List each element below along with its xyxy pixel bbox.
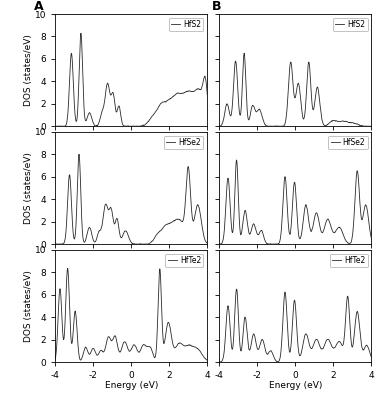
Y-axis label: DOS (states/eV): DOS (states/eV)	[24, 34, 33, 106]
X-axis label: Energy (eV): Energy (eV)	[269, 382, 322, 390]
Y-axis label: DOS (states/eV): DOS (states/eV)	[24, 152, 33, 224]
Legend: HfSe2: HfSe2	[164, 136, 203, 149]
Legend: HfTe2: HfTe2	[165, 254, 203, 267]
Legend: HfS2: HfS2	[169, 18, 203, 32]
Y-axis label: DOS (states/eV): DOS (states/eV)	[24, 270, 33, 342]
Text: B: B	[212, 0, 221, 13]
Legend: HfS2: HfS2	[333, 18, 368, 32]
Legend: HfSe2: HfSe2	[328, 136, 368, 149]
X-axis label: Energy (eV): Energy (eV)	[104, 382, 158, 390]
Legend: HfTe2: HfTe2	[330, 254, 368, 267]
Text: A: A	[34, 0, 43, 13]
